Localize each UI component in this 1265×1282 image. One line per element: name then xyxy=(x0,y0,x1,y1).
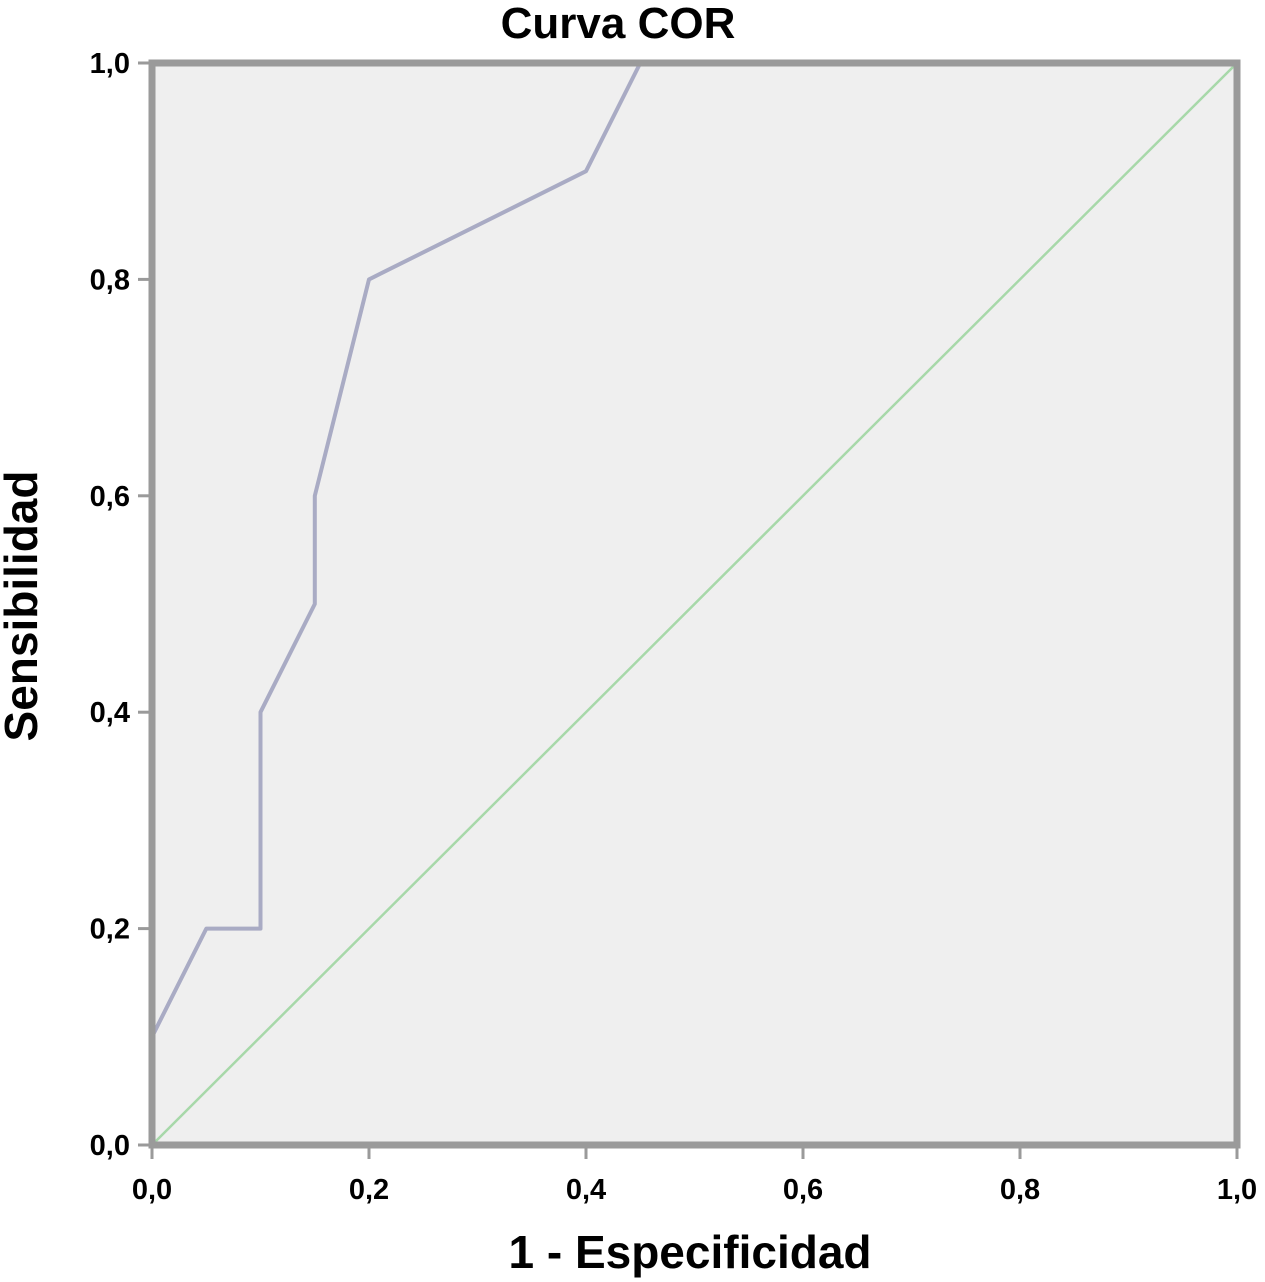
y-axis-label: Sensibilidad xyxy=(0,471,47,742)
chart-title: Curva COR xyxy=(501,0,736,48)
y-tick-label: 0,4 xyxy=(90,697,130,729)
x-tick-label: 0,8 xyxy=(1000,1174,1040,1206)
x-tick-label: 0,4 xyxy=(566,1174,606,1206)
x-tick-label: 1,0 xyxy=(1217,1174,1257,1206)
y-tick-label: 0,8 xyxy=(90,264,130,296)
y-tick-label: 0,6 xyxy=(90,481,130,513)
tick-layer: 0,0 0,2 0,4 0,6 0,8 1,0 0,0 0,2 0,4 0,6 0,8 1,0 xyxy=(90,48,1257,1206)
y-tick-label: 0,0 xyxy=(90,1130,130,1162)
x-axis-label: 1 - Especificidad xyxy=(508,1226,871,1278)
x-tick-label: 0,2 xyxy=(349,1174,389,1206)
roc-curve-line xyxy=(150,61,1237,1145)
y-tick-label: 0,2 xyxy=(90,914,130,946)
x-tick-label: 0,6 xyxy=(783,1174,823,1206)
x-tick-label: 0,0 xyxy=(132,1174,172,1206)
reference-diagonal-line xyxy=(151,62,1238,1146)
y-tick-label: 1,0 xyxy=(90,48,130,80)
plot-frame xyxy=(148,59,1241,1149)
series-layer xyxy=(150,61,1238,1146)
